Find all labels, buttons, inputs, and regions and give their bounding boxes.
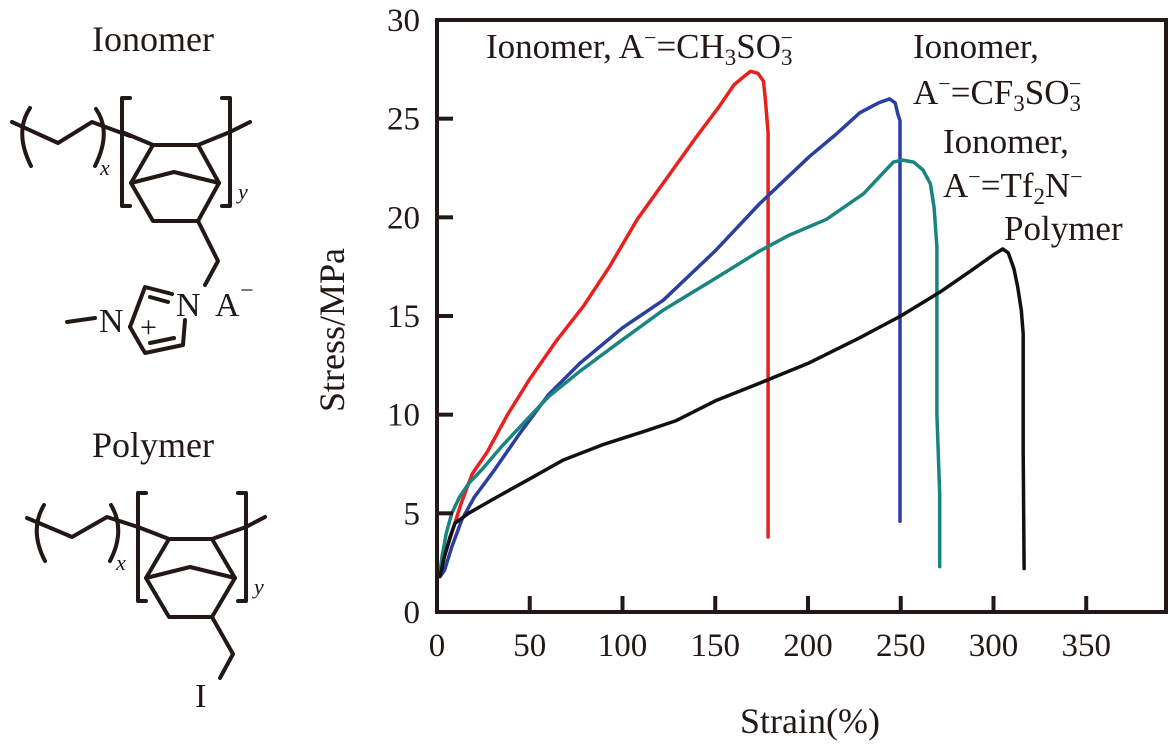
polymer-iodine: I (195, 678, 206, 715)
ionomer-anion-charge: − (240, 278, 254, 304)
label-ch3so3: Ionomer, A−=CH3SO3− (486, 25, 793, 70)
ionomer-paren-left (20, 106, 33, 168)
x-axis-title: Strain(%) (740, 701, 880, 741)
series-line-0 (438, 69, 770, 575)
polymer-subscript-y: y (252, 574, 264, 599)
ionomer-ring (129, 143, 221, 223)
ionomer-n-right: N (176, 287, 201, 324)
ionomer-ethylene-chain (10, 120, 132, 145)
ionomer-anion: A (215, 287, 240, 324)
ionomer-imid-bottom (128, 318, 187, 355)
x-tick-label: 0 (429, 628, 446, 664)
ionomer-bracket-left (120, 96, 132, 208)
polymer-skeleton: x y I (25, 491, 267, 715)
label-cf3so3-line2: A−=CF3SO3− (913, 71, 1081, 116)
y-tick-label: 15 (387, 299, 420, 335)
y-tick-label: 10 (387, 398, 420, 434)
ionomer-paren-right (93, 107, 106, 168)
y-tick-label: 5 (404, 496, 421, 532)
series-line-2 (438, 158, 942, 575)
polymer-paren-left (34, 503, 47, 563)
stress-strain-chart: 0 50 100 150 200 250 300 350 0 5 10 15 20 25 30 Strai… (312, 3, 1168, 741)
ionomer-subscript-x: x (99, 155, 110, 180)
ionomer-imid-top (128, 285, 174, 329)
ionomer-skeleton: x y N + N A − (10, 96, 254, 355)
x-tick-label: 350 (1061, 628, 1111, 664)
polymer-title: Polymer (92, 425, 214, 465)
ionomer-methylene (196, 219, 220, 287)
y-tick-label: 20 (387, 200, 420, 236)
ionomer-plus: + (140, 311, 157, 344)
x-tick-label: 200 (783, 628, 833, 664)
y-tick-label: 30 (387, 3, 420, 39)
ionomer-n-left: N (99, 303, 124, 340)
label-tf2n-line2: A−=Tf2N− (943, 164, 1083, 209)
polymer-paren-right (108, 503, 121, 563)
polymer-ethylene-chain (25, 515, 140, 539)
polymer-ring (144, 537, 237, 619)
x-tick-label: 300 (969, 628, 1019, 664)
ionomer-imid-double-bottom (148, 336, 176, 345)
polymer-bridge (144, 565, 237, 580)
y-axis-title: Stress/MPa (312, 248, 352, 412)
ionomer-title: Ionomer (92, 19, 214, 59)
y-tick-label: 0 (404, 595, 421, 631)
label-cf3so3-line1: Ionomer, (913, 27, 1039, 66)
label-polymer: Polymer (1004, 209, 1123, 248)
polymer-structure: Polymer x y I (25, 425, 267, 715)
polymer-methylene (210, 615, 235, 680)
series-layer (438, 69, 1026, 579)
x-tick-label: 50 (513, 628, 546, 664)
ionomer-imid-double-top (148, 295, 170, 304)
x-tick-label: 150 (690, 628, 740, 664)
ionomer-methyl-bond (65, 316, 97, 324)
ionomer-bridge (129, 170, 221, 185)
ionomer-subscript-y: y (236, 179, 248, 204)
y-tick-label: 25 (387, 102, 420, 138)
x-axis: 0 50 100 150 200 250 300 350 (429, 596, 1111, 664)
label-tf2n-line1: Ionomer, (943, 122, 1069, 161)
polymer-bracket-left (136, 491, 148, 603)
series-line-1 (438, 97, 902, 579)
ionomer-bracket-right (220, 96, 232, 208)
polymer-end-bond (244, 515, 267, 529)
ionomer-structure: Ionomer x y N + N A (10, 19, 254, 355)
polymer-subscript-x: x (115, 550, 126, 575)
ionomer-end-bond (228, 120, 252, 134)
x-tick-label: 100 (598, 628, 648, 664)
x-tick-label: 250 (876, 628, 926, 664)
polymer-bracket-right (236, 491, 248, 603)
y-axis: 0 5 10 15 20 25 30 (387, 3, 453, 631)
series-line-3 (438, 247, 1026, 579)
